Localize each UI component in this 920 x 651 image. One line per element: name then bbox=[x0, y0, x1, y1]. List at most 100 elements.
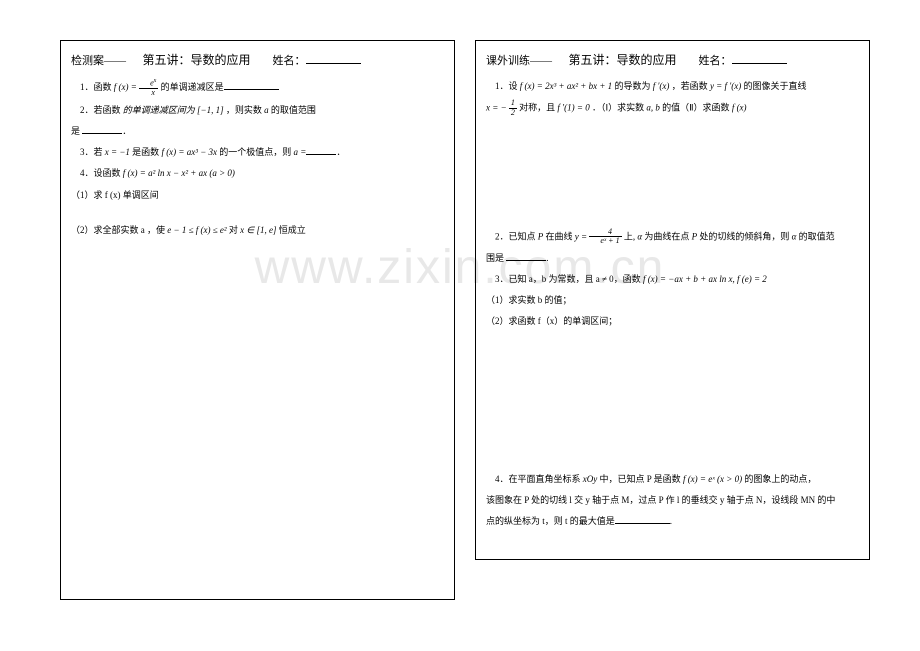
rq2-k: 的取值范 bbox=[799, 231, 835, 241]
rq2-b: P bbox=[538, 231, 544, 241]
q1-tail: 的单调递减区是 bbox=[161, 82, 224, 92]
right-q2: 2．已知点 P 在曲线 y = 4 eˣ + 1 上, α 为曲线在点 P 处的… bbox=[486, 228, 859, 247]
q4s2-d: x ∈ [1, e] bbox=[240, 225, 276, 235]
q1-blank bbox=[224, 79, 279, 90]
right-q4: 4．在平面直角坐标系 xOy 中，已知点 P 是函数 f (x) = eˣ (x… bbox=[486, 471, 859, 488]
q2-c: [−1, 1] bbox=[197, 105, 224, 115]
rq2-f: α bbox=[637, 231, 642, 241]
rq4-a: 4．在平面直角坐标系 bbox=[495, 474, 581, 484]
rq2-blank bbox=[506, 250, 546, 261]
left-q2-line2: 是 ． bbox=[71, 123, 444, 140]
left-page: 检测案—— 第五讲：导数的应用 姓名： 1．函数 f (x) = ex x 的单… bbox=[60, 40, 455, 600]
rq1-b: f (x) = 2x³ + ax² + bx + 1 bbox=[520, 81, 612, 91]
left-q1: 1．函数 f (x) = ex x 的单调递减区是 bbox=[71, 78, 444, 98]
q3-f: a = bbox=[294, 147, 307, 157]
left-q4: 4．设函数 f (x) = a² ln x − x² + ax (a > 0) bbox=[71, 165, 444, 182]
q2-g: 是 bbox=[71, 126, 80, 136]
left-q3: 3．若 x = −1 是函数 f (x) = ax³ − 3x 的一个极值点，则… bbox=[71, 144, 444, 161]
rq1-m: 的值（Ⅱ）求函数 bbox=[662, 102, 729, 112]
rq2-frac: 4 eˣ + 1 bbox=[589, 228, 621, 247]
left-header: 检测案—— 第五讲：导数的应用 姓名： bbox=[71, 49, 444, 72]
left-q4-s2: （2）求全部实数 a ，使 e − 1 ≤ f (x) ≤ e² 对 x ∈ [… bbox=[71, 222, 444, 239]
right-header-title: 第五讲：导数的应用 bbox=[569, 53, 677, 67]
q2-e: a bbox=[264, 105, 269, 115]
rq1-l: a, b bbox=[646, 102, 660, 112]
worksheet-container: 检测案—— 第五讲：导数的应用 姓名： 1．函数 f (x) = ex x 的单… bbox=[0, 0, 920, 620]
rq1-n: f (x) bbox=[732, 102, 747, 112]
rq1-k: ．（Ⅰ）求实数 bbox=[592, 102, 644, 112]
rq2-j: α bbox=[792, 231, 797, 241]
rq4-blank bbox=[615, 513, 670, 524]
rq4-b: xOy bbox=[583, 474, 598, 484]
rq1-i: 对称，且 bbox=[519, 102, 555, 112]
q1-num: ex bbox=[139, 78, 158, 89]
right-header-prefix: 课外训练—— bbox=[486, 55, 552, 67]
rq1-h: x = − bbox=[486, 102, 507, 112]
right-page: 课外训练—— 第五讲：导数的应用 姓名： 1．设 f (x) = 2x³ + a… bbox=[475, 40, 870, 560]
left-header-prefix: 检测案—— bbox=[71, 55, 126, 67]
rq4-d: f (x) = eˣ (x > 0) bbox=[683, 474, 742, 484]
q4s2-e: 恒成立 bbox=[279, 225, 306, 235]
right-q1-line2: x = − 1 2 对称，且 f ′(1) = 0 ．（Ⅰ）求实数 a, b 的… bbox=[486, 99, 859, 118]
q4-b: f (x) = a² ln x − x² + ax (a > 0) bbox=[123, 168, 235, 178]
rq2-c: 在曲线 bbox=[546, 231, 573, 241]
right-q3: 3．已知 a，b 为常数，且 a ≠ 0，函数 f (x) = −ax + b … bbox=[486, 271, 859, 288]
right-q4-line2: 该图象在 P 处的切线 l 交 y 轴于点 M，过点 P 作 l 的垂线交 y … bbox=[486, 492, 859, 509]
rq2-d: y = bbox=[575, 231, 587, 241]
q1-frac: ex x bbox=[139, 78, 158, 98]
rq4-g: 点的纵坐标为 t，则 t 的最大值是 bbox=[486, 516, 615, 526]
rq2-a: 2．已知点 bbox=[495, 231, 536, 241]
rq2-h: P bbox=[692, 231, 698, 241]
rq4-c: 中，已知点 P 是函数 bbox=[600, 474, 681, 484]
rq1-den: 2 bbox=[509, 109, 517, 118]
q3-a: 3．若 bbox=[80, 147, 103, 157]
q1-fx: f (x) = bbox=[114, 82, 137, 92]
q3-d: f (x) = ax³ − 3x bbox=[161, 147, 217, 157]
rq1-g: 的图像关于直线 bbox=[743, 81, 806, 91]
q2-f: 的取值范围 bbox=[271, 105, 316, 115]
rq2-den: eˣ + 1 bbox=[589, 237, 621, 246]
name-blank bbox=[306, 53, 361, 64]
q2-a: 2．若函数 bbox=[80, 105, 121, 115]
rq2-i: 处的切线的倾斜角，则 bbox=[699, 231, 789, 241]
rq2-l: 围是 bbox=[486, 253, 504, 263]
rq3-b: f (x) = −ax + b + ax ln x, f (e) = 2 bbox=[643, 274, 767, 284]
right-name-label: 姓名： bbox=[699, 55, 732, 67]
left-header-title: 第五讲：导数的应用 bbox=[143, 53, 251, 67]
rq4-period: . bbox=[670, 516, 672, 526]
rq1-e: ，若函数 bbox=[672, 81, 708, 91]
right-q1: 1．设 f (x) = 2x³ + ax² + bx + 1 的导数为 f ′(… bbox=[486, 78, 859, 95]
rq1-d: f ′(x) bbox=[653, 81, 670, 91]
rq2-g: 为曲线在点 bbox=[644, 231, 689, 241]
rq3-a: 3．已知 a，b 为常数，且 a ≠ 0，函数 bbox=[495, 274, 641, 284]
q4s2-b: e − 1 ≤ f (x) ≤ e² bbox=[167, 225, 226, 235]
q4-a: 4．设函数 bbox=[80, 168, 121, 178]
right-q3-s1: （1）求实数 b 的值； bbox=[486, 292, 859, 309]
right-q2-line2: 围是 . bbox=[486, 250, 859, 267]
right-header: 课外训练—— 第五讲：导数的应用 姓名： bbox=[486, 49, 859, 72]
q1-den: x bbox=[139, 89, 158, 98]
rq1-f: y = f ′(x) bbox=[710, 81, 741, 91]
q4s2-c: 对 bbox=[229, 225, 238, 235]
rq4-e: 的图象上的动点， bbox=[744, 474, 816, 484]
q3-blank bbox=[306, 144, 336, 155]
q3-e: 的一个极值点，则 bbox=[219, 147, 291, 157]
q2-blank bbox=[82, 123, 122, 134]
rq2-e: 上, bbox=[624, 231, 635, 241]
rq1-a: 1．设 bbox=[495, 81, 518, 91]
q2-b: 的单调递减区间为 bbox=[123, 105, 195, 115]
left-q2: 2．若函数 的单调递减区间为 [−1, 1] ，则实数 a 的取值范围 bbox=[71, 102, 444, 119]
q1-text: 1．函数 bbox=[80, 82, 112, 92]
left-q4-s1: （1）求 f (x) 单调区间 bbox=[71, 187, 444, 204]
rq2-period: . bbox=[546, 253, 548, 263]
right-q4-line3: 点的纵坐标为 t，则 t 的最大值是. bbox=[486, 513, 859, 530]
q2-d: ，则实数 bbox=[226, 105, 262, 115]
right-name-blank bbox=[732, 53, 787, 64]
rq1-j: f ′(1) = 0 bbox=[557, 102, 589, 112]
q3-c: 是函数 bbox=[132, 147, 159, 157]
q1-sup: x bbox=[154, 78, 157, 84]
rq1-frac: 1 2 bbox=[509, 99, 517, 118]
right-q3-s2: （2）求函数 f（x）的单调区间； bbox=[486, 313, 859, 330]
left-name-label: 姓名： bbox=[273, 55, 306, 67]
rq1-c: 的导数为 bbox=[614, 81, 650, 91]
